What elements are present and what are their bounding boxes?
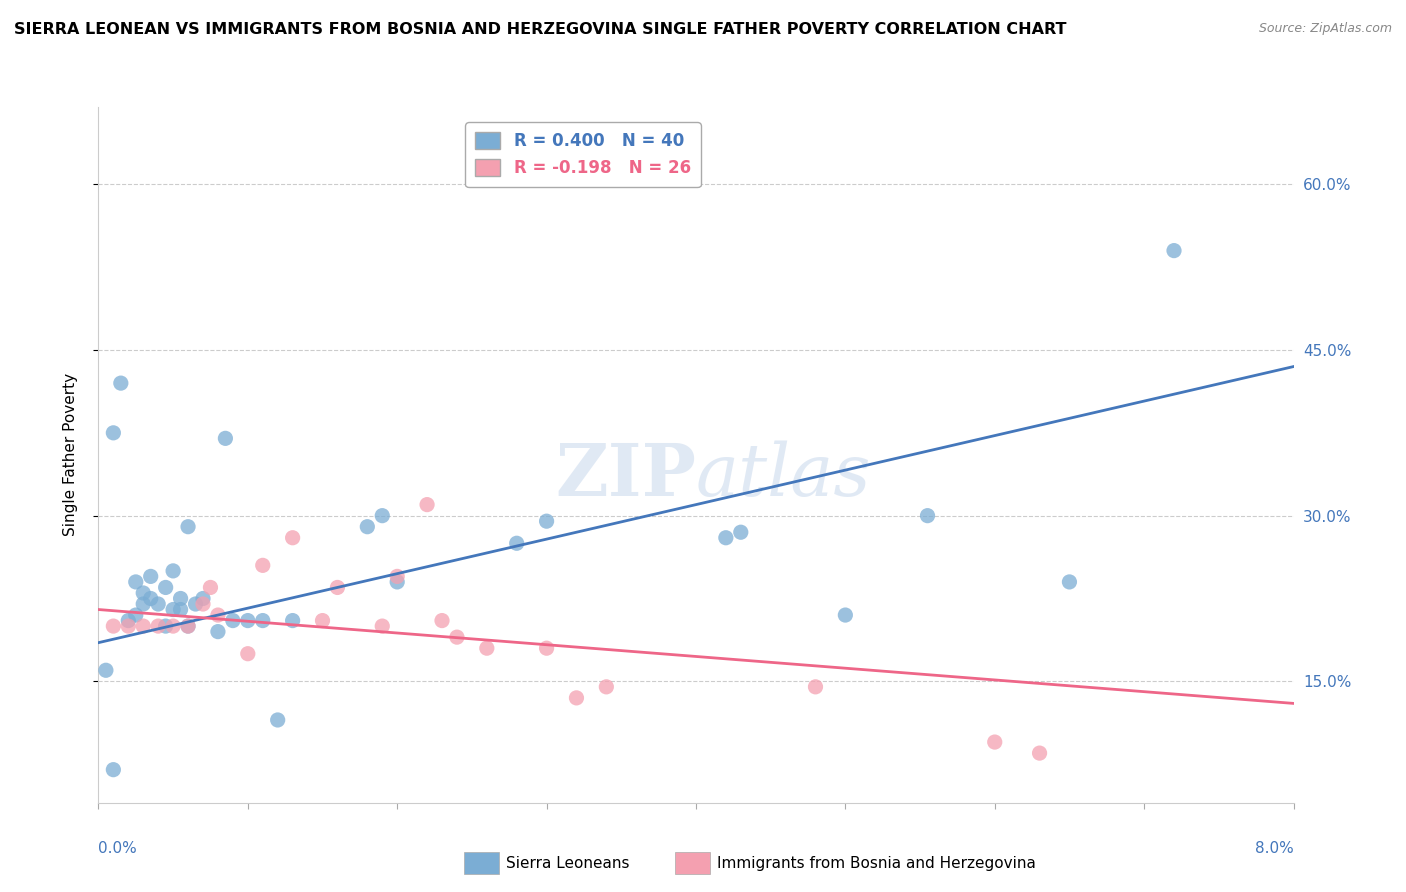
Point: [252, 558, 274, 573]
Point: [125, 574, 148, 589]
Point: [177, 619, 200, 633]
Point: [326, 581, 349, 595]
Point: [475, 641, 498, 656]
Text: 0.0%: 0.0%: [98, 841, 138, 856]
Point: [214, 431, 236, 445]
Point: [155, 581, 177, 595]
Point: [139, 569, 162, 583]
Point: [536, 514, 558, 528]
Point: [139, 591, 162, 606]
Text: Immigrants from Bosnia and Herzegovina: Immigrants from Bosnia and Herzegovina: [717, 856, 1036, 871]
Point: [730, 525, 752, 540]
Point: [184, 597, 207, 611]
Point: [281, 614, 304, 628]
Point: [804, 680, 827, 694]
Point: [371, 619, 394, 633]
Point: [132, 586, 155, 600]
Text: SIERRA LEONEAN VS IMMIGRANTS FROM BOSNIA AND HERZEGOVINA SINGLE FATHER POVERTY C: SIERRA LEONEAN VS IMMIGRANTS FROM BOSNIA…: [14, 22, 1067, 37]
Point: [565, 690, 588, 705]
Point: [103, 619, 125, 633]
Text: Source: ZipAtlas.com: Source: ZipAtlas.com: [1258, 22, 1392, 36]
Point: [917, 508, 939, 523]
Point: [155, 619, 177, 633]
Point: [125, 608, 148, 623]
Point: [207, 608, 229, 623]
Point: [252, 614, 274, 628]
Point: [169, 591, 191, 606]
Legend: R = 0.400   N = 40, R = -0.198   N = 26: R = 0.400 N = 40, R = -0.198 N = 26: [465, 122, 700, 187]
Point: [103, 425, 125, 440]
Point: [148, 619, 170, 633]
Point: [177, 519, 200, 533]
Point: [1059, 574, 1081, 589]
Point: [103, 763, 125, 777]
Point: [169, 602, 191, 616]
Point: [162, 619, 184, 633]
Point: [356, 519, 378, 533]
Point: [983, 735, 1005, 749]
Point: [506, 536, 529, 550]
Point: [1163, 244, 1185, 258]
Point: [191, 597, 214, 611]
Point: [148, 597, 170, 611]
Point: [267, 713, 290, 727]
Text: Sierra Leoneans: Sierra Leoneans: [506, 856, 630, 871]
Point: [207, 624, 229, 639]
Point: [110, 376, 132, 391]
Point: [430, 614, 453, 628]
Point: [191, 591, 214, 606]
Point: [595, 680, 617, 694]
Text: atlas: atlas: [696, 441, 872, 511]
Point: [834, 608, 856, 623]
Point: [371, 508, 394, 523]
Point: [94, 663, 117, 677]
Point: [162, 602, 184, 616]
Text: 8.0%: 8.0%: [1254, 841, 1294, 856]
Point: [162, 564, 184, 578]
Point: [536, 641, 558, 656]
Point: [385, 574, 409, 589]
Point: [446, 630, 468, 644]
Point: [714, 531, 737, 545]
Point: [132, 619, 155, 633]
Point: [385, 569, 409, 583]
Point: [236, 647, 259, 661]
Point: [132, 597, 155, 611]
Point: [222, 614, 245, 628]
Point: [117, 614, 139, 628]
Y-axis label: Single Father Poverty: Single Father Poverty: [63, 374, 77, 536]
Point: [1028, 746, 1050, 760]
Point: [281, 531, 304, 545]
Point: [416, 498, 439, 512]
Text: ZIP: ZIP: [555, 441, 696, 511]
Point: [117, 619, 139, 633]
Point: [236, 614, 259, 628]
Point: [177, 619, 200, 633]
Point: [200, 581, 222, 595]
Point: [311, 614, 333, 628]
